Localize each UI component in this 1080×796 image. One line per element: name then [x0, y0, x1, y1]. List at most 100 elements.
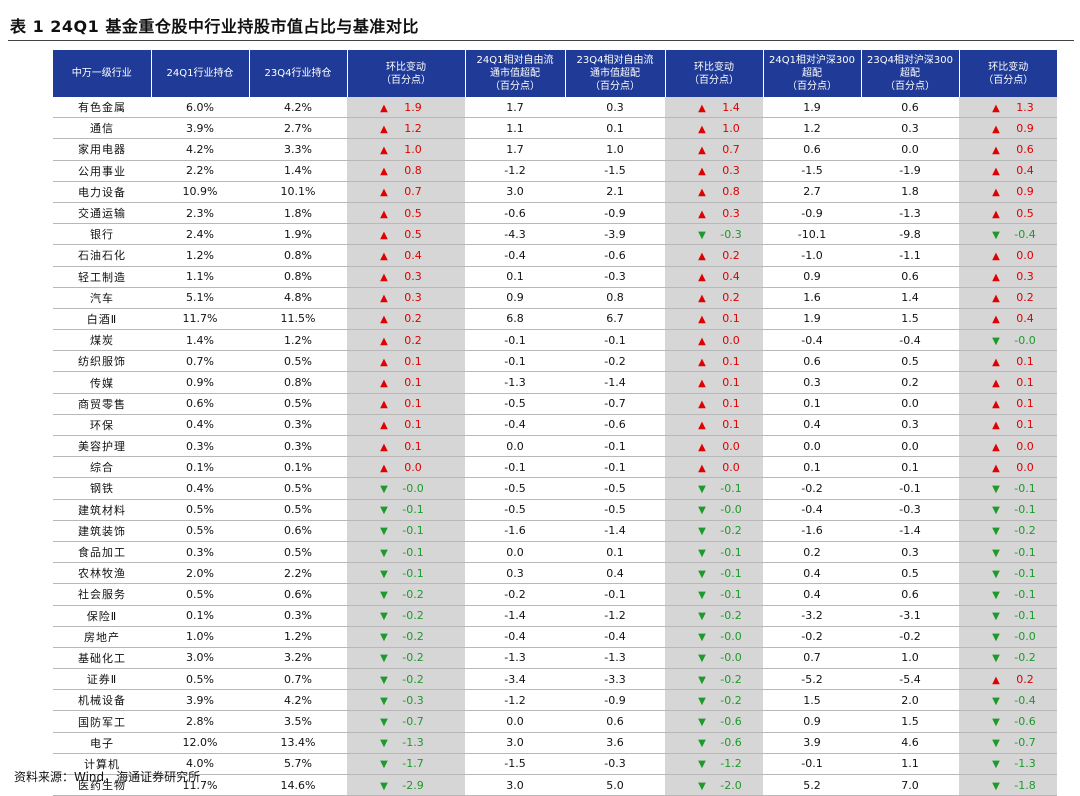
- cell-change: ▼ -0.0: [665, 647, 763, 670]
- cell-h23: 0.5%: [249, 499, 347, 521]
- cell-h24: 1.1%: [151, 266, 249, 288]
- cell-fr23: 2.1: [565, 181, 665, 203]
- change-value: 0.0: [1016, 248, 1034, 262]
- table-row: 房地产 1.0% 1.2% ▼ -0.2 -0.4 -0.4 ▼ -0.0 -0.2 -0.2 ▼ -0…: [53, 626, 1057, 648]
- cell-change: ▲ 0.3: [665, 160, 763, 182]
- change-value: -0.1: [720, 481, 742, 495]
- cell-hs23: 2.0: [861, 689, 959, 712]
- cell-change: ▲ 0.0: [959, 456, 1057, 479]
- cell-hs24: -1.6: [763, 520, 861, 542]
- cell-change: ▼ -0.1: [347, 562, 465, 585]
- cell-fr23: 0.4: [565, 562, 665, 585]
- cell-hs24: 3.9: [763, 732, 861, 754]
- change-value: -0.7: [402, 715, 424, 729]
- cell-industry: 房地产: [53, 626, 151, 648]
- cell-h23: 0.5%: [249, 477, 347, 500]
- up-arrow-icon: ▲: [992, 399, 1000, 411]
- cell-hs23: 0.3: [861, 541, 959, 564]
- change-value: 0.7: [722, 142, 740, 156]
- down-arrow-icon: ▼: [698, 717, 706, 729]
- cell-change: ▲ 0.0: [959, 244, 1057, 267]
- cell-industry: 通信: [53, 117, 151, 140]
- up-arrow-icon: ▲: [380, 420, 388, 432]
- cell-fr24: -1.4: [465, 605, 565, 627]
- cell-fr24: -0.4: [465, 244, 565, 267]
- change-value: 0.8: [722, 185, 740, 199]
- down-arrow-icon: ▼: [698, 505, 706, 517]
- cell-fr23: 0.1: [565, 117, 665, 140]
- down-arrow-icon: ▼: [992, 759, 1000, 771]
- cell-h24: 3.0%: [151, 647, 249, 670]
- cell-hs23: 1.5: [861, 308, 959, 331]
- column-header: 24Q1相对自由流 通市值超配 （百分点）: [465, 50, 566, 97]
- cell-industry: 建筑材料: [53, 499, 151, 521]
- cell-change: ▼ -0.4: [959, 223, 1057, 246]
- up-arrow-icon: ▲: [698, 335, 706, 347]
- cell-h24: 0.3%: [151, 541, 249, 564]
- table-row: 医药生物 11.7% 14.6% ▼ -2.9 3.0 5.0 ▼ -2.0 5.2 7.0 ▼ -1.…: [53, 774, 1057, 796]
- change-value: -0.2: [1014, 651, 1036, 665]
- table-row: 轻工制造 1.1% 0.8% ▲ 0.3 0.1 -0.3 ▲ 0.4 0.9 0.6 ▲ 0.3: [53, 266, 1057, 288]
- cell-change: ▼ -0.1: [959, 583, 1057, 606]
- cell-change: ▲ 0.1: [347, 435, 465, 458]
- cell-fr24: -0.2: [465, 583, 565, 606]
- cell-hs23: 0.5: [861, 562, 959, 585]
- cell-h24: 5.1%: [151, 287, 249, 309]
- down-arrow-icon: ▼: [992, 526, 1000, 538]
- cell-change: ▲ 0.1: [347, 350, 465, 373]
- cell-fr23: -3.3: [565, 668, 665, 691]
- cell-change: ▼ -0.1: [959, 605, 1057, 627]
- cell-fr23: -3.9: [565, 223, 665, 246]
- down-arrow-icon: ▼: [698, 526, 706, 538]
- cell-fr24: 0.1: [465, 266, 565, 288]
- change-value: -2.9: [402, 778, 424, 792]
- cell-hs24: -0.4: [763, 499, 861, 521]
- cell-hs23: 0.2: [861, 371, 959, 394]
- cell-change: ▲ 0.1: [665, 308, 763, 331]
- cell-change: ▲ 0.2: [347, 308, 465, 331]
- change-value: 0.5: [1016, 206, 1034, 220]
- up-arrow-icon: ▲: [380, 166, 388, 178]
- change-value: -0.2: [402, 587, 424, 601]
- table-row: 计算机 4.0% 5.7% ▼ -1.7 -1.5 -0.3 ▼ -1.2 -0.1 1.1 ▼ -1.…: [53, 753, 1057, 776]
- cell-fr24: -1.6: [465, 520, 565, 542]
- cell-hs23: 0.0: [861, 435, 959, 458]
- up-arrow-icon: ▲: [380, 208, 388, 220]
- cell-industry: 汽车: [53, 287, 151, 309]
- cell-h23: 4.2%: [249, 97, 347, 119]
- change-value: 0.1: [404, 418, 422, 432]
- up-arrow-icon: ▲: [380, 187, 388, 199]
- cell-fr23: -0.7: [565, 393, 665, 415]
- change-value: -0.2: [720, 609, 742, 623]
- cell-h24: 0.3%: [151, 435, 249, 458]
- cell-change: ▼ -0.1: [665, 583, 763, 606]
- cell-change: ▲ 0.4: [959, 308, 1057, 331]
- cell-change: ▲ 1.0: [347, 138, 465, 161]
- cell-change: ▲ 0.1: [347, 414, 465, 437]
- cell-change: ▼ -1.3: [959, 753, 1057, 776]
- down-arrow-icon: ▼: [698, 589, 706, 601]
- cell-hs24: 0.4: [763, 414, 861, 437]
- cell-fr23: 3.6: [565, 732, 665, 754]
- cell-h23: 4.2%: [249, 689, 347, 712]
- down-arrow-icon: ▼: [380, 695, 388, 707]
- change-value: -0.0: [402, 481, 424, 495]
- change-value: 1.9: [404, 100, 422, 114]
- cell-hs23: -1.4: [861, 520, 959, 542]
- cell-hs24: 0.6: [763, 350, 861, 373]
- table-row: 家用电器 4.2% 3.3% ▲ 1.0 1.7 1.0 ▲ 0.7 0.6 0.0 ▲ 0.6: [53, 138, 1057, 161]
- cell-h23: 0.3%: [249, 435, 347, 458]
- cell-change: ▼ -0.0: [665, 626, 763, 648]
- cell-hs24: 0.4: [763, 562, 861, 585]
- change-value: -0.6: [1014, 715, 1036, 729]
- up-arrow-icon: ▲: [698, 378, 706, 390]
- cell-h24: 12.0%: [151, 732, 249, 754]
- cell-industry: 石油石化: [53, 244, 151, 267]
- cell-change: ▲ 0.5: [959, 202, 1057, 225]
- change-value: -0.2: [720, 672, 742, 686]
- change-value: -0.1: [720, 587, 742, 601]
- table-row: 美容护理 0.3% 0.3% ▲ 0.1 0.0 -0.1 ▲ 0.0 0.0 0.0 ▲ 0.0: [53, 435, 1057, 458]
- cell-fr23: 0.8: [565, 287, 665, 309]
- cell-h23: 11.5%: [249, 308, 347, 331]
- down-arrow-icon: ▼: [698, 674, 706, 686]
